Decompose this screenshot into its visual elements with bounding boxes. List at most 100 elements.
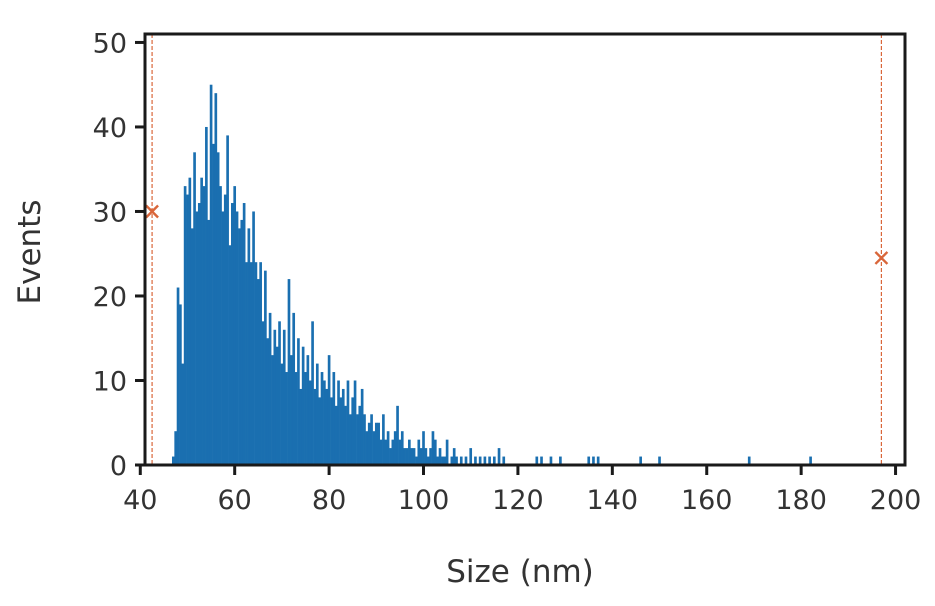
bar-0-112 bbox=[436, 456, 439, 465]
x-tick-label-5: 140 bbox=[587, 485, 639, 516]
bar-0-83 bbox=[367, 422, 371, 465]
bar-0-73 bbox=[344, 405, 347, 465]
bar-0-58 bbox=[308, 380, 312, 465]
y-tick-label-0: 0 bbox=[110, 451, 127, 482]
bar-0-128 bbox=[497, 448, 501, 465]
bar-0-8 bbox=[190, 228, 194, 465]
bar-0-139 bbox=[747, 456, 751, 465]
y-tick-label-2: 20 bbox=[93, 282, 127, 313]
bar-0-120 bbox=[459, 456, 463, 465]
bar-0-81 bbox=[363, 414, 366, 465]
y-axis: 0 10 20 30 40 50 bbox=[93, 28, 145, 482]
bar-0-110 bbox=[431, 431, 435, 465]
bar-0-38 bbox=[261, 321, 265, 465]
bar-0-136 bbox=[596, 456, 600, 465]
bar-0-60 bbox=[313, 388, 317, 465]
plot-frame bbox=[143, 32, 907, 467]
bar-0-0 bbox=[171, 456, 175, 465]
bar-0-70 bbox=[337, 380, 340, 465]
bar-0-140 bbox=[809, 456, 812, 465]
bar-0-87 bbox=[377, 422, 380, 465]
y-axis-title: Events bbox=[12, 200, 48, 305]
bar-0-75 bbox=[349, 414, 352, 465]
x-tick-label-8: 200 bbox=[870, 485, 922, 516]
bar-0-44 bbox=[275, 346, 279, 465]
bar-0-50 bbox=[290, 355, 293, 465]
bar-0-57 bbox=[306, 355, 310, 465]
bar-0-80 bbox=[360, 388, 364, 465]
bar-0-132 bbox=[549, 456, 553, 465]
bar-0-67 bbox=[330, 397, 333, 465]
x-tick-label-6: 160 bbox=[681, 485, 733, 516]
bar-0-23 bbox=[226, 135, 229, 465]
bar-0-6 bbox=[186, 194, 189, 465]
bar-0-137 bbox=[639, 456, 642, 465]
bar-0-2 bbox=[176, 287, 180, 465]
bar-0-37 bbox=[259, 262, 262, 465]
bar-0-5 bbox=[183, 186, 187, 465]
gate-marker-0 bbox=[145, 204, 159, 219]
bar-0-85 bbox=[372, 431, 376, 465]
bar-0-119 bbox=[455, 456, 458, 465]
bar-0-127 bbox=[492, 456, 496, 465]
bar-0-82 bbox=[365, 431, 369, 465]
bar-0-100 bbox=[408, 439, 411, 465]
x-tick-label-4: 120 bbox=[492, 485, 544, 516]
bar-0-36 bbox=[256, 279, 260, 465]
x-tick-label-3: 100 bbox=[398, 485, 450, 516]
bar-0-131 bbox=[540, 456, 543, 465]
bar-0-34 bbox=[252, 211, 255, 465]
bar-0-107 bbox=[424, 448, 428, 465]
bar-0-42 bbox=[271, 355, 274, 465]
bar-0-115 bbox=[443, 456, 447, 465]
bar-0-24 bbox=[228, 245, 232, 465]
bar-0-32 bbox=[247, 228, 251, 465]
bar-0-52 bbox=[294, 372, 298, 465]
histogram-bars bbox=[171, 84, 812, 466]
bar-0-14 bbox=[205, 126, 208, 466]
bar-0-56 bbox=[304, 372, 307, 465]
gate-markers bbox=[145, 34, 889, 465]
bar-0-135 bbox=[592, 456, 595, 465]
bar-0-129 bbox=[502, 456, 506, 465]
bar-0-93 bbox=[391, 439, 395, 465]
bar-0-114 bbox=[441, 456, 444, 465]
bar-0-16 bbox=[209, 84, 213, 466]
bar-0-3 bbox=[179, 304, 182, 465]
bar-0-27 bbox=[235, 211, 239, 465]
bar-0-69 bbox=[334, 405, 338, 465]
bar-0-134 bbox=[587, 456, 591, 465]
bar-0-26 bbox=[233, 186, 237, 465]
bar-0-20 bbox=[219, 186, 222, 465]
bar-0-104 bbox=[417, 439, 421, 465]
bar-0-78 bbox=[356, 414, 359, 465]
bar-0-76 bbox=[351, 397, 355, 465]
y-tick-label-1: 10 bbox=[93, 366, 127, 397]
bar-0-121 bbox=[464, 456, 468, 465]
bar-0-45 bbox=[278, 321, 281, 465]
bar-0-126 bbox=[488, 456, 491, 465]
bar-0-88 bbox=[379, 439, 383, 465]
bar-0-71 bbox=[339, 397, 343, 465]
y-tick-label-4: 40 bbox=[93, 113, 127, 144]
x-axis-title: Size (nm) bbox=[446, 554, 594, 590]
bar-0-103 bbox=[415, 456, 418, 465]
bar-0-92 bbox=[389, 448, 392, 465]
bar-0-29 bbox=[240, 219, 244, 465]
bar-0-68 bbox=[332, 372, 336, 465]
bar-0-39 bbox=[264, 270, 267, 465]
bar-0-15 bbox=[207, 219, 211, 465]
bar-0-65 bbox=[325, 388, 329, 465]
bar-0-18 bbox=[214, 93, 218, 465]
x-tick-label-0: 40 bbox=[123, 485, 157, 516]
bar-0-125 bbox=[483, 456, 487, 465]
y-tick-label-5: 50 bbox=[93, 28, 127, 59]
bar-0-35 bbox=[254, 262, 258, 465]
bar-0-10 bbox=[195, 211, 199, 465]
bar-0-41 bbox=[268, 312, 272, 465]
bar-0-117 bbox=[450, 456, 454, 465]
bar-0-7 bbox=[188, 177, 192, 466]
bar-0-89 bbox=[382, 414, 385, 465]
bar-0-77 bbox=[353, 380, 357, 465]
bar-0-118 bbox=[452, 448, 456, 465]
